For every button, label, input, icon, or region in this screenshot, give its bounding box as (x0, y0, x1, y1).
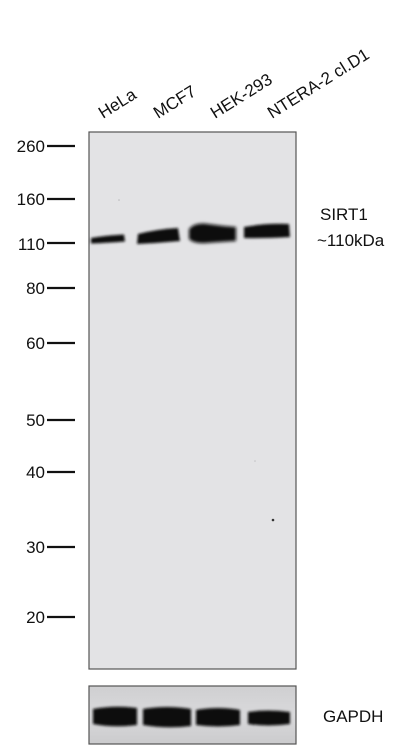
band-mcf7-sirt1 (137, 228, 180, 244)
band-hela-gapdh (93, 706, 137, 727)
lane-label-hek-293: HEK-293 (207, 70, 276, 123)
mw-marker-labels: 260 160 110 80 60 50 40 30 20 (17, 137, 45, 627)
band-hek293-gapdh (196, 708, 240, 727)
mw-label-160: 160 (17, 190, 45, 209)
mw-label-110: 110 (18, 235, 45, 254)
lane-labels: HeLa MCF7 HEK-293 NTERA-2 cl.D1 (95, 45, 373, 123)
mw-label-30: 30 (26, 538, 45, 557)
gapdh-bands (93, 706, 290, 728)
mw-label-60: 60 (26, 334, 45, 353)
band-hela-sirt1 (91, 234, 125, 244)
mw-label-80: 80 (26, 279, 45, 298)
lane-label-mcf7: MCF7 (150, 82, 199, 123)
sirt1-bands (91, 223, 290, 244)
mw-label-50: 50 (26, 411, 45, 430)
membrane-speck (271, 518, 275, 522)
main-blot-membrane (88, 131, 297, 670)
target-protein-name: SIRT1 (320, 205, 368, 224)
mw-label-20: 20 (26, 608, 45, 627)
band-mcf7-gapdh (143, 707, 191, 728)
target-protein-size: ~110kDa (317, 231, 385, 250)
loading-control-label: GAPDH (323, 707, 383, 726)
membrane-speck (118, 199, 120, 201)
mw-marker-ticks (47, 144, 75, 619)
lane-label-ntera-2: NTERA-2 cl.D1 (264, 45, 373, 123)
lane-label-hela: HeLa (95, 84, 140, 122)
band-ntera2-gapdh (248, 710, 290, 726)
membrane-speck (254, 460, 256, 462)
band-ntera2-sirt1 (244, 223, 290, 239)
mw-label-260: 260 (17, 137, 45, 156)
band-hek293-sirt1 (189, 223, 236, 244)
mw-label-40: 40 (26, 463, 45, 482)
